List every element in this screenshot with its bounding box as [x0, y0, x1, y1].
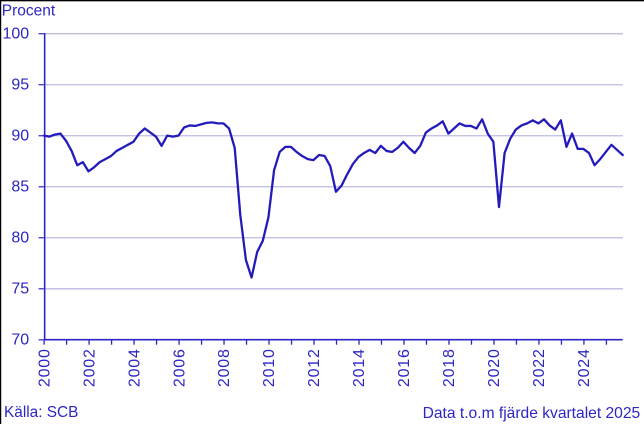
- svg-text:Data t.o.m fjärde kvartalet 20: Data t.o.m fjärde kvartalet 2025: [423, 405, 641, 422]
- svg-text:2008: 2008: [216, 348, 233, 387]
- svg-text:2012: 2012: [306, 348, 323, 387]
- svg-text:2000: 2000: [36, 348, 53, 387]
- svg-text:2010: 2010: [261, 348, 278, 387]
- svg-text:2006: 2006: [171, 348, 188, 387]
- svg-text:2022: 2022: [531, 348, 548, 387]
- svg-text:2004: 2004: [126, 348, 143, 387]
- svg-text:2018: 2018: [441, 348, 458, 387]
- svg-text:95: 95: [11, 77, 29, 94]
- svg-text:Procent: Procent: [2, 3, 56, 20]
- svg-text:80: 80: [11, 230, 29, 247]
- svg-text:2016: 2016: [396, 348, 413, 387]
- svg-text:70: 70: [11, 332, 29, 349]
- svg-text:2024: 2024: [576, 348, 593, 387]
- svg-text:75: 75: [11, 281, 29, 298]
- svg-text:100: 100: [2, 26, 29, 43]
- svg-text:90: 90: [11, 128, 29, 145]
- svg-text:2014: 2014: [351, 348, 368, 387]
- svg-text:Källa: SCB: Källa: SCB: [4, 404, 78, 421]
- svg-text:85: 85: [11, 179, 29, 196]
- svg-text:2002: 2002: [81, 348, 98, 387]
- svg-text:2020: 2020: [486, 348, 503, 387]
